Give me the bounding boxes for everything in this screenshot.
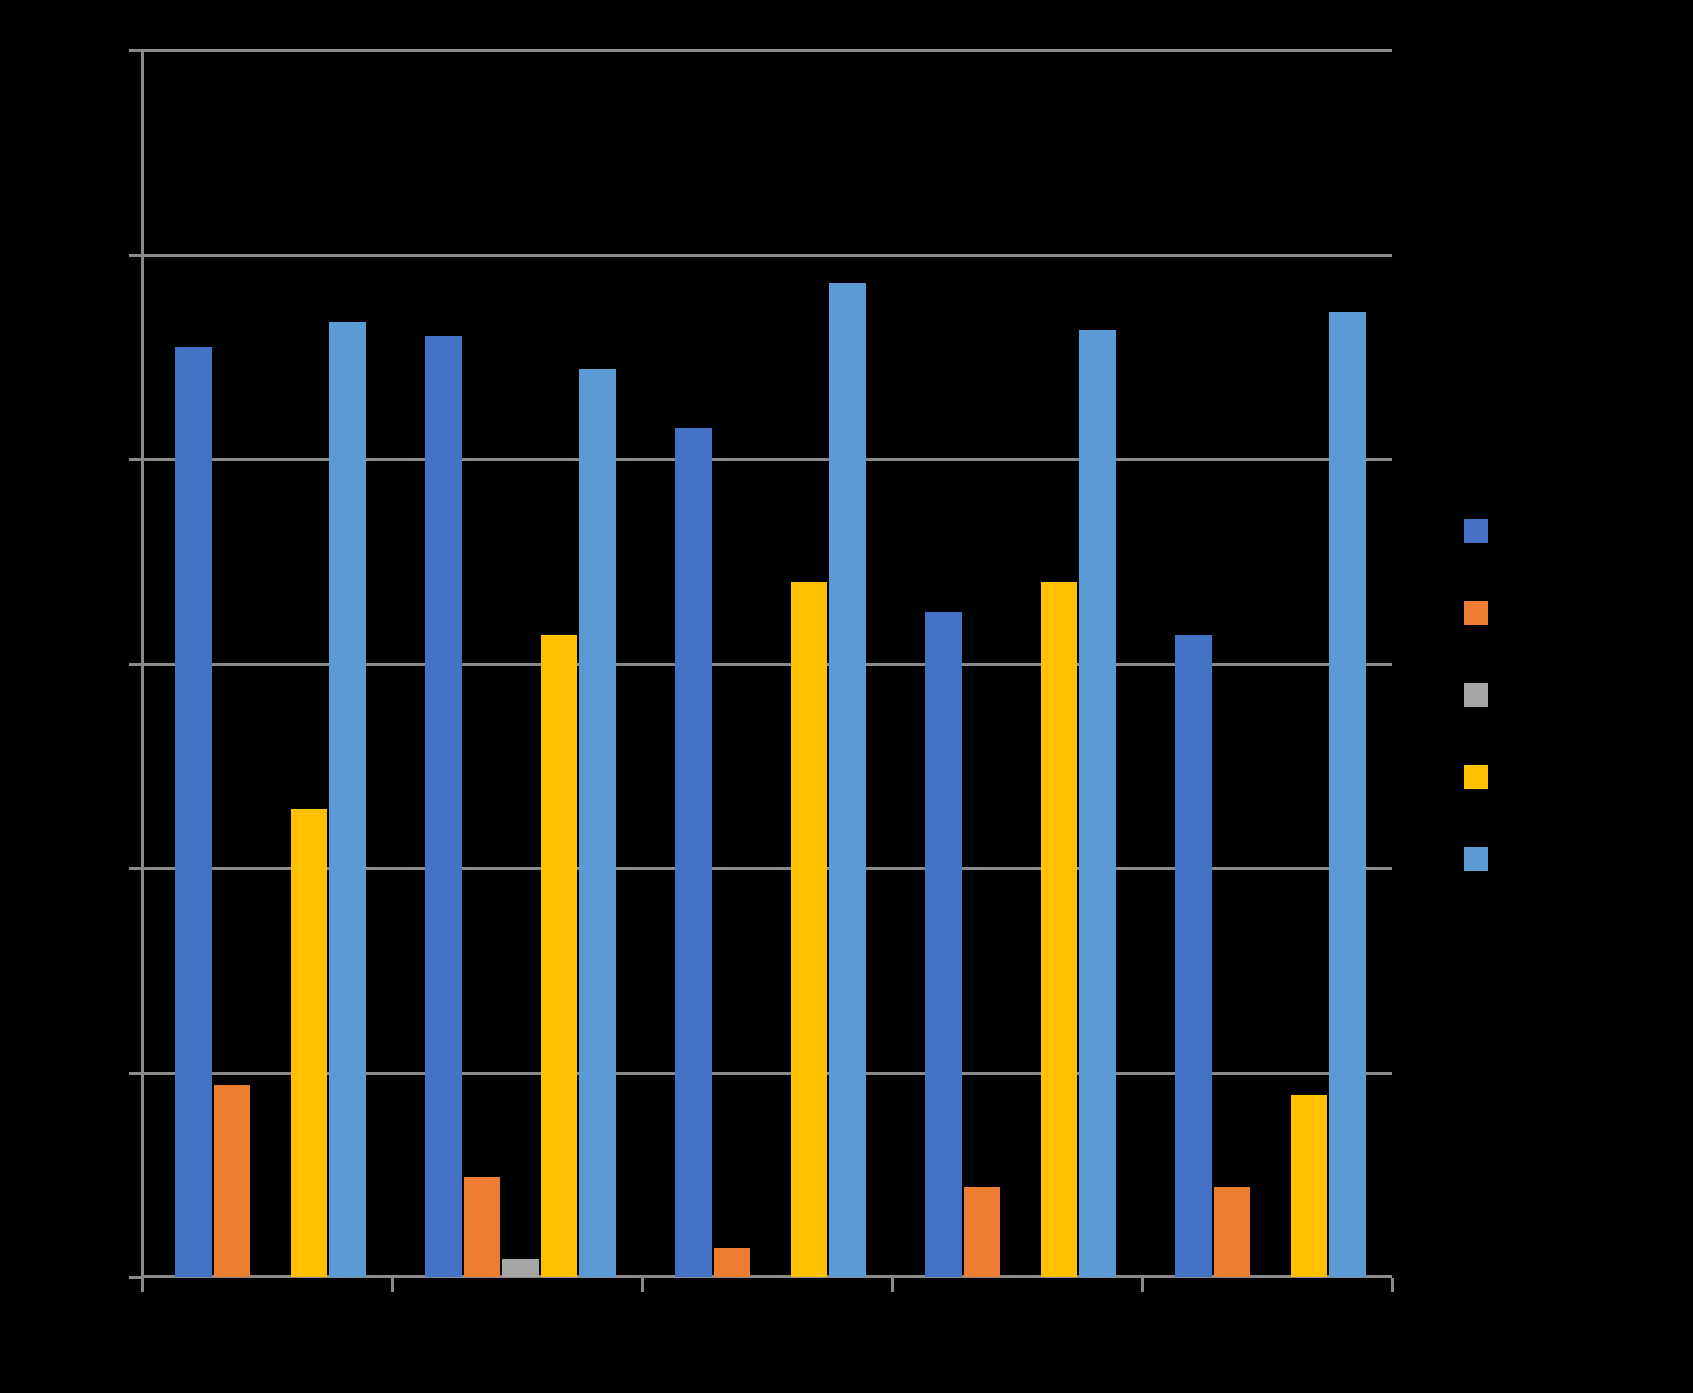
x-axis-tick — [641, 1278, 644, 1292]
x-axis-tick — [1391, 1278, 1394, 1292]
y-axis-tick — [129, 458, 142, 461]
bar-light-blue-group1 — [329, 322, 366, 1277]
bar-yellow-group3 — [790, 581, 828, 1277]
y-gridline — [142, 49, 1392, 52]
legend-swatch-gray — [1464, 683, 1488, 707]
bar-light-blue-group2 — [579, 369, 616, 1277]
bar-light-blue-group4 — [1079, 330, 1116, 1277]
bar-blue-group2 — [425, 336, 462, 1277]
y-gridline — [142, 253, 1392, 257]
y-gridline — [142, 458, 1392, 461]
legend-swatch-yellow — [1464, 765, 1488, 789]
bar-orange-group5 — [1213, 1187, 1251, 1277]
bar-blue-group4 — [925, 612, 962, 1277]
bar-light-blue-group3 — [829, 283, 866, 1277]
bar-orange-group4 — [963, 1187, 1001, 1277]
bar-blue-group1 — [175, 346, 212, 1277]
bar-yellow-group4 — [1040, 581, 1078, 1277]
x-axis-tick — [391, 1278, 394, 1292]
y-gridline — [142, 867, 1392, 870]
y-axis-tick — [129, 1071, 142, 1075]
legend-swatch-blue — [1464, 519, 1488, 543]
y-gridline — [142, 662, 1392, 666]
bar-orange-group3 — [713, 1248, 751, 1277]
bar-yellow-group1 — [290, 808, 328, 1277]
bar-blue-group5 — [1175, 634, 1212, 1277]
legend-swatch-light-blue — [1464, 847, 1488, 871]
legend-swatch-orange — [1464, 601, 1488, 625]
y-axis-tick — [129, 49, 142, 52]
y-axis-tick — [129, 867, 142, 870]
x-axis-tick — [1141, 1278, 1144, 1292]
bar-light-blue-group5 — [1329, 311, 1366, 1277]
plot-area — [129, 49, 1394, 1292]
x-axis-tick — [891, 1278, 894, 1292]
y-axis-line — [141, 50, 144, 1277]
x-axis-line — [142, 1275, 1392, 1278]
y-axis-tick — [129, 253, 142, 257]
bar-orange-group2 — [463, 1176, 501, 1277]
y-gridline — [142, 1071, 1392, 1075]
bar-gray-group2 — [502, 1258, 539, 1277]
bar-yellow-group5 — [1290, 1095, 1328, 1277]
y-axis-tick — [129, 662, 142, 666]
x-axis-tick — [141, 1278, 144, 1292]
y-axis-tick — [129, 1276, 142, 1279]
bar-blue-group3 — [675, 428, 712, 1277]
bar-orange-group1 — [213, 1084, 251, 1277]
bar-yellow-group2 — [540, 634, 578, 1277]
